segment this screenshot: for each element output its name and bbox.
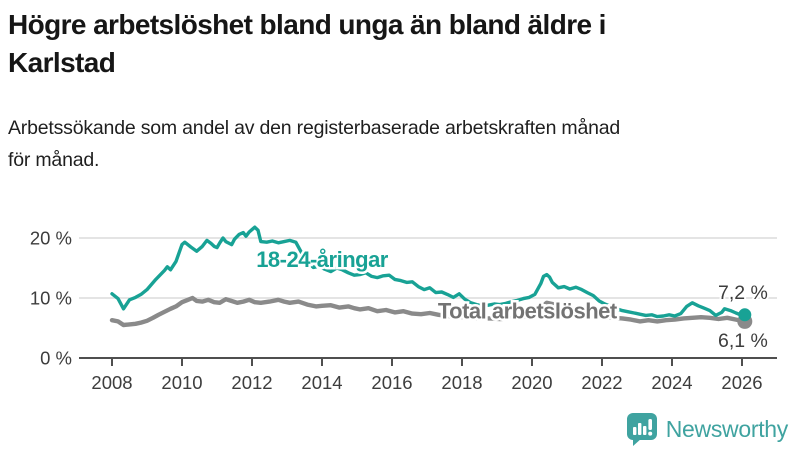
y-tick-label-0: 0 %	[40, 348, 72, 369]
total-line	[109, 295, 747, 328]
x-tick-label-2014: 2014	[301, 372, 342, 393]
newsworthy-wordmark: Newsworthy	[665, 415, 789, 442]
page-title-line-1: Högre arbetslöshet bland unga än bland ä…	[8, 9, 606, 40]
end-value-label-0: 7,2 %	[718, 282, 768, 304]
series-label-1: Total arbetslöshet	[438, 298, 618, 323]
x-tick-label-2016: 2016	[371, 372, 412, 393]
newsworthy-logo-icon	[626, 413, 657, 446]
y-axis-labels: 0 % 10 % 20 %	[30, 228, 72, 369]
series-end-labels: 7,2 % 6,1 %	[716, 280, 770, 354]
x-tick-label-2010: 2010	[161, 372, 202, 393]
y-tick-label-10: 10 %	[30, 288, 72, 309]
series-lines	[109, 225, 747, 328]
end-value-label-1: 6,1 %	[718, 330, 768, 352]
x-tick-label-2024: 2024	[651, 372, 692, 393]
series-end-dots	[737, 308, 753, 329]
x-tick-label-2020: 2020	[511, 372, 552, 393]
x-tick-label-2022: 2022	[581, 372, 622, 393]
youth-line	[110, 225, 747, 319]
page-title: Högre arbetslöshet bland unga än bland ä…	[8, 6, 792, 82]
page-title-line-2: Karlstad	[8, 47, 116, 78]
chart-subtitle-line-1: Arbetssökande som andel av den registerb…	[8, 117, 621, 139]
exclamation-glyph	[647, 419, 652, 436]
x-axis: 2008 2010 2012 2014 2016 2018 2020 2022 2024 2026	[79, 357, 777, 393]
speech-bubble-tail	[632, 438, 642, 446]
bar-chart-glyph	[632, 423, 647, 435]
chart-subtitle-line-2: för månad.	[8, 149, 100, 171]
chart-subtitle: Arbetssökande som andel av den registerb…	[8, 112, 792, 176]
y-tick-label-20: 20 %	[30, 228, 72, 249]
newsworthy-logo: Newsworthy	[626, 412, 788, 446]
x-tick-label-2018: 2018	[441, 372, 482, 393]
x-tick-label-2026: 2026	[721, 372, 762, 393]
x-tick-label-2008: 2008	[91, 372, 132, 393]
series-annotations: 18-24-åringar Total arbetslöshet	[254, 244, 621, 326]
x-tick-label-2012: 2012	[231, 372, 272, 393]
youth-end-dot	[738, 308, 752, 322]
series-label-0: 18-24-åringar	[256, 247, 389, 272]
